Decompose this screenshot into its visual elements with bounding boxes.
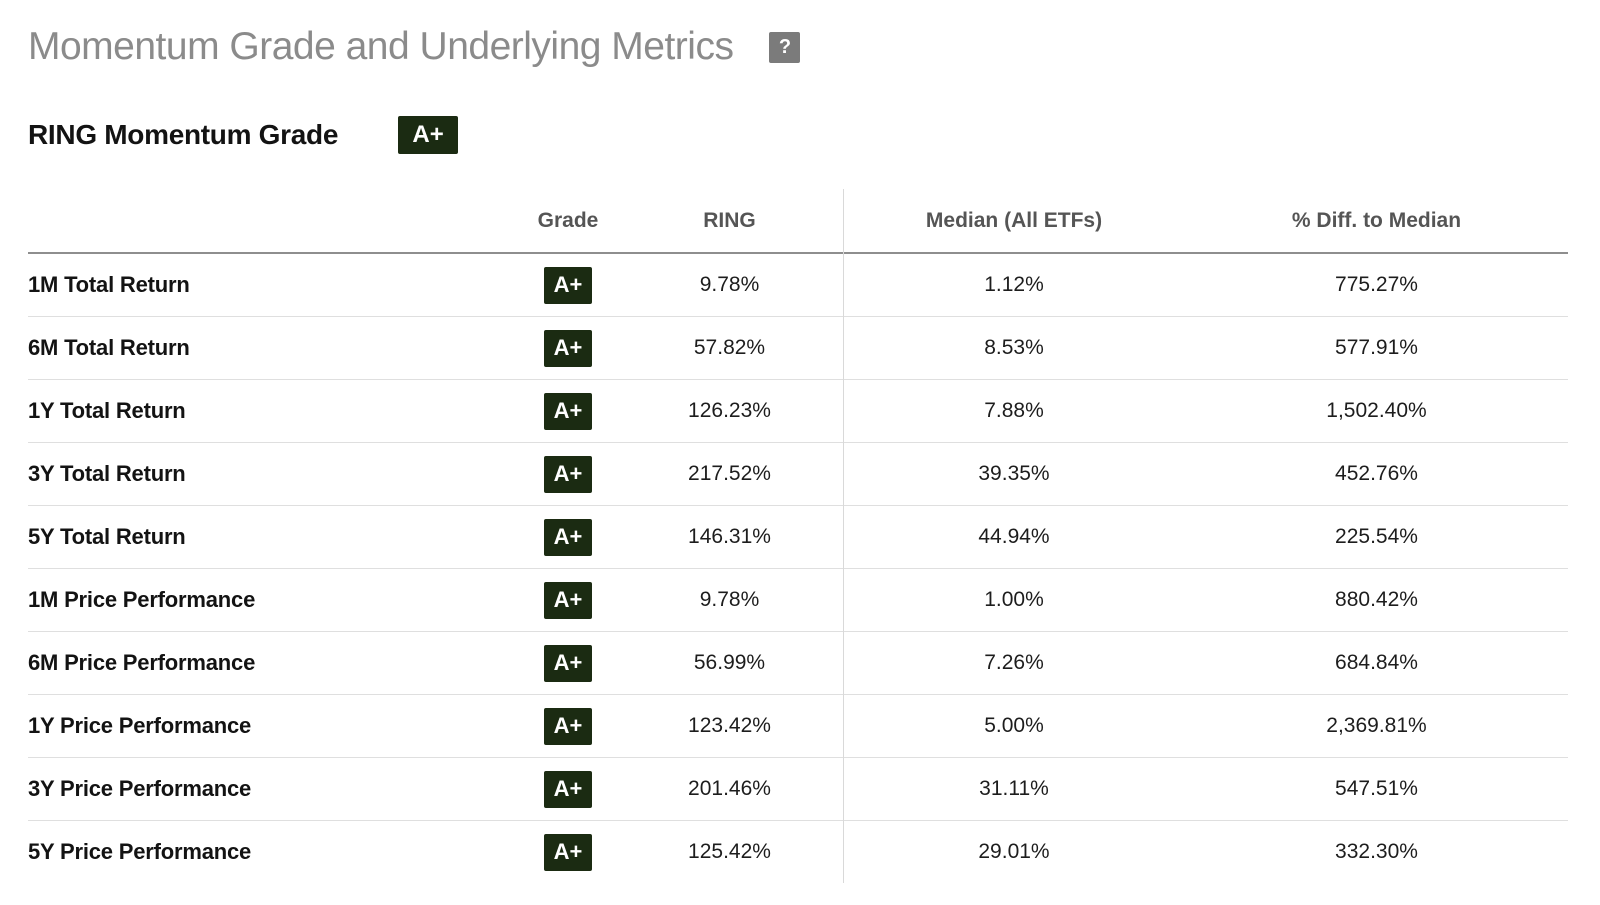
metric-label: 3Y Price Performance [28,757,520,821]
median-value-cell: 29.01% [843,820,1185,883]
metric-label: 5Y Price Performance [28,820,520,883]
table-row: 1Y Price Performance A+ 123.42% 5.00% 2,… [28,694,1568,758]
metric-label: 5Y Total Return [28,505,520,569]
table-row: 6M Price Performance A+ 56.99% 7.26% 684… [28,631,1568,695]
grade-badge[interactable]: A+ [544,518,592,556]
column-divider-line [843,189,844,883]
grade-cell: A+ [520,316,616,380]
metric-label: 1Y Total Return [28,379,520,443]
median-value-cell: 39.35% [843,442,1185,506]
ring-value-cell: 123.42% [616,694,843,758]
diff-value-cell: 225.54% [1185,505,1568,569]
metric-label: 6M Total Return [28,316,520,380]
ring-value-cell: 125.42% [616,820,843,883]
median-value-cell: 7.88% [843,379,1185,443]
overall-grade-row: RING Momentum Grade A+ [28,116,1568,154]
median-value-cell: 8.53% [843,316,1185,380]
ring-value-cell: 201.46% [616,757,843,821]
ring-value-cell: 146.31% [616,505,843,569]
grade-badge[interactable]: A+ [544,581,592,619]
table-row: 6M Total Return A+ 57.82% 8.53% 577.91% [28,316,1568,380]
grade-cell: A+ [520,253,616,317]
momentum-metrics-table: Grade RING Median (All ETFs) % Diff. to … [28,189,1568,883]
diff-value-cell: 775.27% [1335,273,1418,296]
median-value-cell: 7.26% [843,631,1185,695]
median-value-cell: 31.11% [843,757,1185,821]
grade-cell: A+ [520,442,616,506]
diff-value-cell: 880.42% [1185,568,1568,632]
grade-cell: A+ [520,757,616,821]
grade-badge[interactable]: A+ [544,644,592,682]
diff-value-cell: 577.91% [1185,316,1568,380]
grade-badge[interactable]: A+ [544,770,592,808]
grade-badge[interactable]: A+ [544,392,592,430]
page-title: Momentum Grade and Underlying Metrics [28,25,734,68]
ring-value-cell: 9.78% [616,568,843,632]
diff-value-cell: 452.76% [1185,442,1568,506]
metric-label: 3Y Total Return [28,442,520,506]
table-row: 3Y Total Return A+ 217.52% 39.35% 452.76… [28,442,1568,506]
median-value-cell: 1.12% [984,273,1044,296]
metric-label: 1M Total Return [28,272,190,297]
median-value-cell: 1.00% [843,568,1185,632]
overall-grade-label: RING Momentum Grade [28,119,339,150]
grade-cell: A+ [520,694,616,758]
grade-badge[interactable]: A+ [544,707,592,745]
overall-grade-badge[interactable]: A+ [398,116,459,154]
diff-value-cell: 1,502.40% [1185,379,1568,443]
median-value-cell: 5.00% [843,694,1185,758]
median-value-cell: 44.94% [843,505,1185,569]
diff-value-cell: 332.30% [1185,820,1568,883]
ring-value-cell: 56.99% [616,631,843,695]
ring-value-cell: 57.82% [616,316,843,380]
help-icon[interactable]: ? [769,31,801,63]
column-header-median: Median (All ETFs) [843,189,1185,254]
table-row: 3Y Price Performance A+ 201.46% 31.11% 5… [28,757,1568,821]
diff-value-cell: 2,369.81% [1185,694,1568,758]
grade-badge[interactable]: A+ [544,455,592,493]
table-row: 1M Price Performance A+ 9.78% 1.00% 880.… [28,568,1568,632]
column-header-diff: % Diff. to Median [1185,189,1568,254]
grade-badge[interactable]: A+ [544,833,592,871]
grade-cell: A+ [520,505,616,569]
table-row: 5Y Total Return A+ 146.31% 44.94% 225.54… [28,505,1568,569]
grade-cell: A+ [520,631,616,695]
metric-label: 1M Price Performance [28,568,520,632]
table-row: 1M Total Return A+ 9.78% 1.12% 775.27% [28,253,1568,317]
column-header-grade: Grade [520,189,616,254]
grade-cell: A+ [520,820,616,883]
column-header-blank [28,189,520,254]
metric-label: 1Y Price Performance [28,694,520,758]
grade-badge[interactable]: A+ [544,329,592,367]
table-header-row: Grade RING Median (All ETFs) % Diff. to … [28,189,1568,254]
grade-cell: A+ [520,379,616,443]
ring-value-cell: 126.23% [616,379,843,443]
metric-label: 6M Price Performance [28,631,520,695]
grade-cell: A+ [520,568,616,632]
table-row: 1Y Total Return A+ 126.23% 7.88% 1,502.4… [28,379,1568,443]
table-row: 5Y Price Performance A+ 125.42% 29.01% 3… [28,820,1568,883]
diff-value-cell: 547.51% [1185,757,1568,821]
table-body: 1M Total Return A+ 9.78% 1.12% 775.27% 6… [28,253,1568,883]
column-header-ring: RING [616,189,843,254]
grade-badge[interactable]: A+ [544,266,592,304]
ring-value-cell: 217.52% [616,442,843,506]
section-header: Momentum Grade and Underlying Metrics ? [28,24,1568,70]
ring-value-cell: 9.78% [699,273,760,296]
diff-value-cell: 684.84% [1185,631,1568,695]
